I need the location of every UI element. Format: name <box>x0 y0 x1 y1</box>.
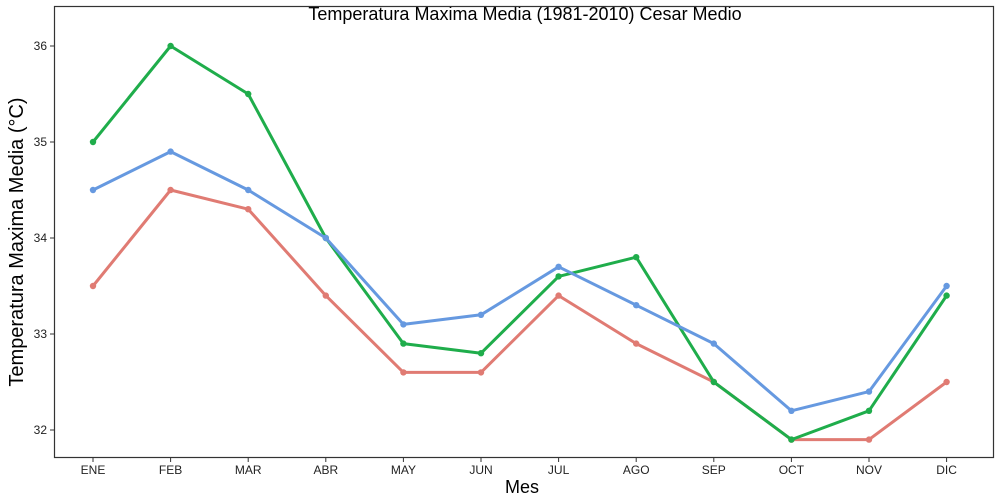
y-tick-label: 36 <box>34 39 48 53</box>
data-point <box>865 436 873 443</box>
x-tick-label: JUL <box>548 463 570 477</box>
data-point <box>89 186 97 194</box>
data-point <box>943 282 950 290</box>
data-point <box>89 282 97 290</box>
x-tick-label: FEB <box>159 463 182 477</box>
data-point <box>633 254 640 261</box>
x-tick-label: OCT <box>779 463 805 477</box>
x-tick-label: JUN <box>469 463 492 477</box>
series-line-1 <box>91 188 949 442</box>
data-point <box>245 90 252 98</box>
x-tick-label: ENE <box>81 463 106 477</box>
data-point <box>245 186 252 194</box>
data-point <box>245 206 252 213</box>
data-point <box>167 42 174 50</box>
chart-title: Temperatura Maxima Media (1981-2010) Ces… <box>308 4 741 24</box>
data-point <box>865 407 873 414</box>
y-axis-title: Temperatura Maxima Media (°C) <box>6 97 28 386</box>
series-line-3 <box>91 150 949 413</box>
y-tick-label: 33 <box>34 327 48 341</box>
x-axis: ENE FEB MAR ABR MAY JUN JUL AGO SEP OCT NOV DIC <box>81 457 957 477</box>
plot-panel <box>53 5 995 459</box>
data-point <box>710 340 717 347</box>
x-tick-label: MAR <box>235 463 262 477</box>
data-point <box>167 148 174 155</box>
data-point <box>322 292 329 299</box>
data-point <box>322 234 329 242</box>
y-tick-label: 35 <box>34 135 48 149</box>
data-point <box>788 407 795 414</box>
data-point <box>400 321 407 328</box>
data-point <box>555 292 562 299</box>
data-point <box>477 311 485 318</box>
data-point <box>555 263 562 270</box>
data-point <box>89 138 97 146</box>
x-axis-title: Mes <box>505 477 539 497</box>
series-layer <box>89 42 950 443</box>
x-tick-label: NOV <box>856 463 882 477</box>
x-tick-label: ABR <box>313 463 338 477</box>
x-tick-label: MAY <box>391 463 416 477</box>
data-point <box>943 378 950 386</box>
data-point <box>788 436 795 443</box>
y-axis: 32 33 34 35 36 <box>34 39 55 437</box>
data-point <box>943 292 950 299</box>
data-point <box>400 369 407 376</box>
x-tick-label: SEP <box>702 463 726 477</box>
data-point <box>633 340 640 347</box>
data-point <box>477 350 485 357</box>
data-point <box>555 273 562 280</box>
y-tick-label: 32 <box>34 423 48 437</box>
data-point <box>633 302 640 309</box>
data-point <box>400 340 407 347</box>
data-point <box>167 186 174 194</box>
x-tick-label: DIC <box>936 463 957 477</box>
y-tick-label: 34 <box>34 231 48 245</box>
data-point <box>865 388 873 395</box>
data-point <box>710 378 717 386</box>
x-tick-label: AGO <box>623 463 650 477</box>
data-point <box>477 369 485 376</box>
series-line-2 <box>91 44 949 442</box>
